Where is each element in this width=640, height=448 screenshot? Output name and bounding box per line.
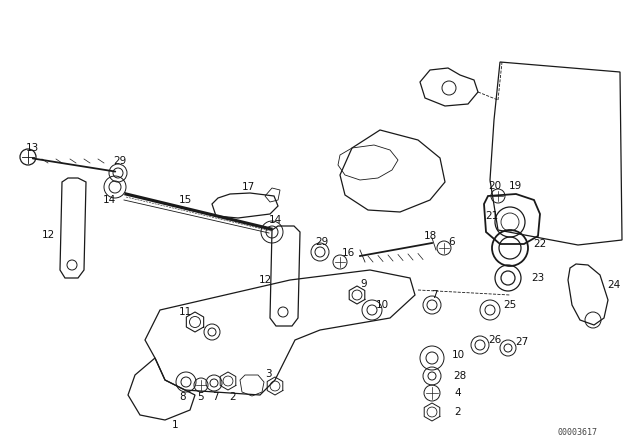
Text: 17: 17 (241, 182, 255, 192)
Text: 14: 14 (268, 215, 282, 225)
Text: 19: 19 (508, 181, 522, 191)
Text: 10: 10 (451, 350, 465, 360)
Text: 28: 28 (453, 371, 467, 381)
Text: 25: 25 (504, 300, 516, 310)
Text: 10: 10 (376, 300, 388, 310)
Text: 9: 9 (361, 279, 367, 289)
Text: 12: 12 (42, 230, 54, 240)
Text: 6: 6 (449, 237, 455, 247)
Text: 22: 22 (533, 239, 547, 249)
Text: 27: 27 (515, 337, 529, 347)
Text: 14: 14 (102, 195, 116, 205)
Text: 23: 23 (531, 273, 545, 283)
Text: 2: 2 (230, 392, 236, 402)
Text: 8: 8 (180, 392, 186, 402)
Text: 20: 20 (488, 181, 502, 191)
Text: 2: 2 (454, 407, 461, 417)
Text: 5: 5 (198, 392, 204, 402)
Text: 7: 7 (431, 290, 437, 300)
Text: 11: 11 (179, 307, 191, 317)
Text: 13: 13 (26, 143, 38, 153)
Text: 24: 24 (607, 280, 621, 290)
Text: 18: 18 (424, 231, 436, 241)
Text: 12: 12 (259, 275, 271, 285)
Text: 7: 7 (212, 392, 218, 402)
Text: 29: 29 (113, 156, 127, 166)
Text: 15: 15 (179, 195, 191, 205)
Text: 1: 1 (172, 420, 179, 430)
Text: 16: 16 (341, 248, 355, 258)
Text: 4: 4 (454, 388, 461, 398)
Text: 21: 21 (485, 211, 499, 221)
Text: 29: 29 (316, 237, 328, 247)
Text: 00003617: 00003617 (558, 427, 598, 436)
Text: 26: 26 (488, 335, 502, 345)
Text: 3: 3 (265, 369, 271, 379)
